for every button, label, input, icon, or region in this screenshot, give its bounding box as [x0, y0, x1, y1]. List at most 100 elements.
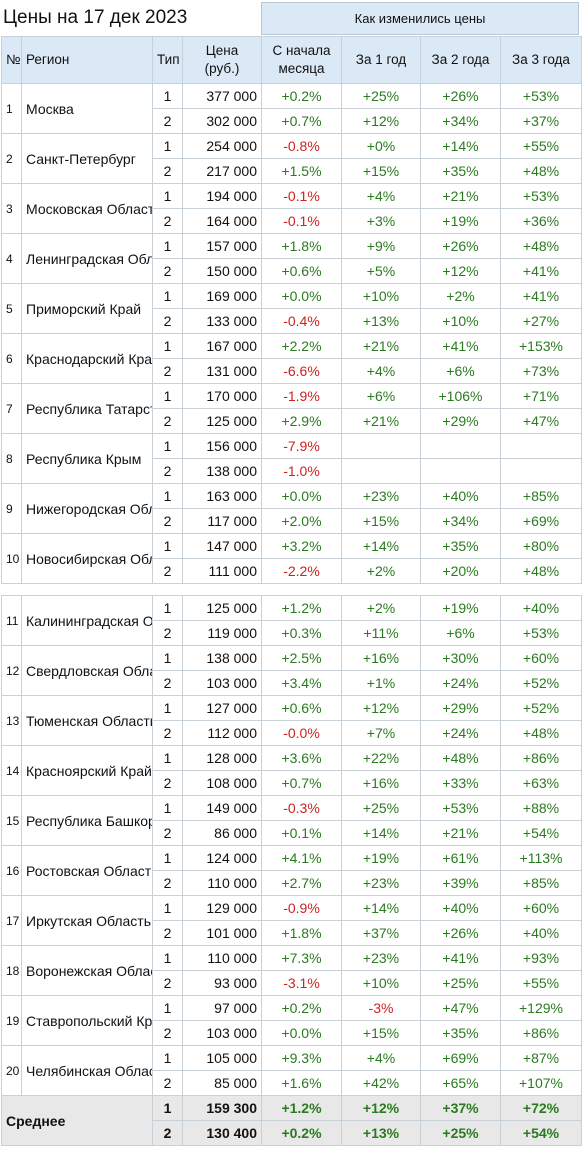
col-header-month: С начала месяца — [261, 36, 342, 84]
table-row: 2 217 000 +1.5% +15% +35% +48% — [2, 158, 582, 184]
change-2y: +35% — [420, 1020, 501, 1046]
property-type: 1 — [152, 83, 183, 109]
col-header-2y: За 2 года — [420, 36, 501, 84]
row-number: 5 — [1, 283, 22, 334]
table-row: 2 Санкт-Петербург 1 254 000 -0.8% +0% +14% +55% — [1, 133, 582, 184]
change-2y: +14% — [420, 133, 501, 159]
change-3y: +93% — [500, 945, 582, 971]
change-1y: +16% — [341, 770, 421, 796]
property-type: 1 — [152, 695, 183, 721]
table-row: 2 131 000 -6.6% +4% +6% +73% — [2, 358, 582, 384]
change-month: +0.2% — [261, 1120, 342, 1146]
change-3y: +153% — [500, 333, 582, 359]
property-type: 2 — [152, 258, 183, 284]
property-type: 2 — [152, 308, 183, 334]
change-2y: +40% — [420, 895, 501, 921]
change-3y: +55% — [500, 970, 582, 996]
row-number: 1 — [1, 83, 22, 134]
change-3y: +36% — [500, 208, 582, 234]
row-number: 7 — [1, 383, 22, 434]
change-2y — [420, 433, 501, 459]
property-type: 2 — [152, 1070, 183, 1096]
table-row: 5 Приморский Край 1 169 000 +0.0% +10% +2% +41% — [1, 283, 582, 334]
table-row: 2 112 000 -0.0% +7% +24% +48% — [2, 720, 582, 746]
change-3y: +48% — [500, 233, 582, 259]
change-2y: +21% — [420, 820, 501, 846]
change-1y: +0% — [341, 133, 421, 159]
change-2y: +40% — [420, 483, 501, 509]
price-cell: 133 000 — [182, 308, 262, 334]
property-type: 2 — [152, 558, 183, 584]
col-header-no: № — [1, 36, 22, 84]
change-3y: +48% — [500, 558, 582, 584]
price-cell: 111 000 — [182, 558, 262, 584]
region-name: Москва — [21, 83, 153, 134]
change-3y: +88% — [500, 795, 582, 821]
change-month: +9.3% — [261, 1045, 342, 1071]
property-type: 2 — [152, 358, 183, 384]
region-name: Ростовская Область — [21, 845, 153, 896]
change-3y: +107% — [500, 1070, 582, 1096]
change-1y: +16% — [341, 645, 421, 671]
property-type: 1 — [152, 483, 183, 509]
property-type: 2 — [152, 1120, 183, 1146]
price-cell: 130 400 — [182, 1120, 262, 1146]
change-2y: +35% — [420, 158, 501, 184]
change-month: +1.8% — [261, 233, 342, 259]
change-1y: -3% — [341, 995, 421, 1021]
price-cell: 167 000 — [182, 333, 262, 359]
price-table: № Регион Тип Цена (руб.) С начала месяца… — [1, 36, 582, 1146]
row-number: 10 — [1, 533, 22, 584]
page-title: Цены на 17 дек 2023 — [3, 7, 188, 28]
change-2y: +33% — [420, 770, 501, 796]
header-row: № Регион Тип Цена (руб.) С начала месяца… — [1, 36, 582, 84]
change-1y: +37% — [341, 920, 421, 946]
change-month: -0.9% — [261, 895, 342, 921]
change-month: +3.2% — [261, 533, 342, 559]
region-name: Краснодарский Край — [21, 333, 153, 384]
change-month: +0.7% — [261, 108, 342, 134]
change-month: +3.4% — [261, 670, 342, 696]
table-body: 1 Москва 1 377 000 +0.2% +25% +26% +53% 2 302 000… — [1, 83, 582, 1146]
change-1y: +19% — [341, 845, 421, 871]
change-month: +7.3% — [261, 945, 342, 971]
row-number: 17 — [1, 895, 22, 946]
change-3y: +52% — [500, 670, 582, 696]
property-type: 2 — [152, 620, 183, 646]
table-row: 17 Иркутская Область 1 129 000 -0.9% +14% +40%… — [1, 895, 582, 946]
region-name: Новосибирская Область — [21, 533, 153, 584]
change-1y: +15% — [341, 508, 421, 534]
change-1y: +14% — [341, 895, 421, 921]
property-type: 1 — [152, 233, 183, 259]
change-1y: +23% — [341, 870, 421, 896]
change-month: -1.0% — [261, 458, 342, 484]
change-month: -2.2% — [261, 558, 342, 584]
change-1y: +22% — [341, 745, 421, 771]
change-1y — [341, 433, 421, 459]
change-month: +0.3% — [261, 620, 342, 646]
row-number: 9 — [1, 483, 22, 534]
change-month: +1.6% — [261, 1070, 342, 1096]
change-month: +2.5% — [261, 645, 342, 671]
price-cell: 110 000 — [182, 870, 262, 896]
property-type: 2 — [152, 508, 183, 534]
property-type: 2 — [152, 158, 183, 184]
price-cell: 159 300 — [182, 1095, 262, 1121]
table-row: 2 108 000 +0.7% +16% +33% +63% — [2, 770, 582, 796]
change-month: -0.4% — [261, 308, 342, 334]
change-2y: +34% — [420, 508, 501, 534]
gap-cell — [21, 583, 153, 596]
change-1y: +14% — [341, 820, 421, 846]
price-cell: 194 000 — [182, 183, 262, 209]
property-type: 2 — [152, 458, 183, 484]
table-row: 2 86 000 +0.1% +14% +21% +54% — [2, 820, 582, 846]
gap-cell — [1, 583, 22, 596]
region-name: Санкт-Петербург — [21, 133, 153, 184]
change-3y: +52% — [500, 695, 582, 721]
gap-cell — [420, 583, 501, 596]
change-1y — [341, 458, 421, 484]
change-month: +3.6% — [261, 745, 342, 771]
